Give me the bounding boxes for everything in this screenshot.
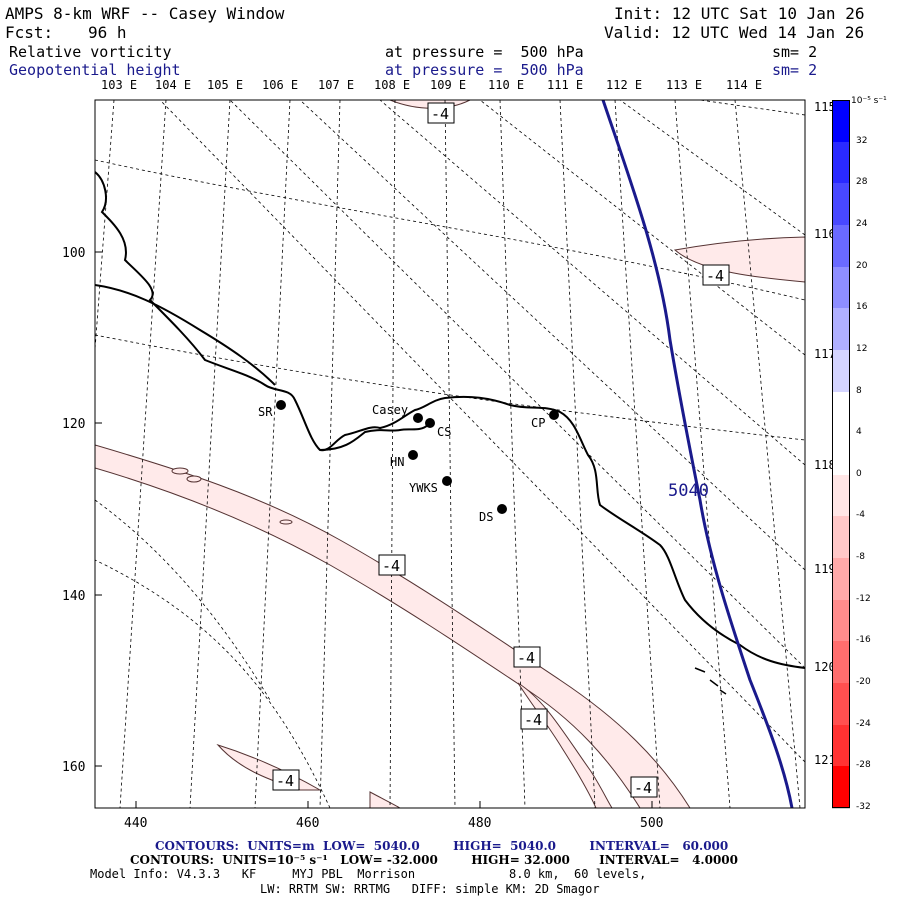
contour-info-vorticity: CONTOURS: UNITS=10⁻⁵ s⁻¹ LOW= -32.000 HI… (130, 853, 738, 867)
colorbar-label: -8 (856, 552, 865, 563)
x-tick-label: 440 (124, 816, 147, 831)
station-label-casey: Casey (372, 403, 408, 417)
lon-label-top: 106 E (262, 78, 298, 92)
station-marker-hn (408, 450, 418, 460)
x-tick-label: 500 (640, 816, 663, 831)
lon-label-top: 114 E (726, 78, 762, 92)
forecast-hours: 96 h (88, 23, 127, 42)
colorbar-label: -12 (856, 593, 871, 604)
station-marker-casey (413, 413, 423, 423)
x-tick-label: 480 (468, 816, 491, 831)
lon-label-top: 108 E (374, 78, 410, 92)
colorbar-label: 0 (856, 468, 862, 479)
station-label-sr: SR (258, 405, 273, 419)
station-label-ywks: YWKS (409, 481, 438, 495)
y-tick-label: 120 (62, 417, 85, 432)
lon-label-top: 109 E (430, 78, 466, 92)
x-tick-label: 460 (296, 816, 319, 831)
lon-label-top: 110 E (488, 78, 524, 92)
vorticity-s-patch (369, 791, 401, 808)
lon-label-top: 104 E (155, 78, 191, 92)
height-contour-5040 (601, 100, 794, 808)
colorbar-label: -16 (856, 635, 871, 646)
colorbar-label: 32 (856, 135, 868, 146)
station-marker-cs (425, 418, 435, 428)
init-time: Init: 12 UTC Sat 10 Jan 26 (614, 4, 865, 23)
colorbar-label: -32 (856, 802, 871, 812)
vorticity-band-main (95, 444, 691, 808)
station-label-cs: CS (437, 425, 451, 439)
y-tick-label: 140 (62, 589, 85, 604)
colorbar-label: 12 (856, 343, 868, 354)
contour-label: -4 (431, 105, 449, 123)
vorticity-sw-patch (216, 743, 322, 791)
colorbar-label: -20 (856, 677, 871, 688)
station-label-ds: DS (479, 510, 493, 524)
contour-label: -4 (382, 557, 400, 575)
contour-label: -4 (706, 267, 724, 285)
height-contour-label: 5040 (668, 481, 709, 501)
contour-label: -4 (517, 649, 535, 667)
station-marker-ds (497, 504, 507, 514)
colorbar-units: 10⁻⁵ s⁻¹ (851, 96, 887, 106)
station-marker-cp (549, 410, 559, 420)
colorbar-label: 4 (856, 427, 862, 438)
forecast-label: Fcst: (5, 23, 54, 42)
station-marker-ywks (442, 476, 452, 486)
field1-name: Relative vorticity (9, 43, 172, 61)
model-info: Model Info: V4.3.3 KF MYJ PBL Morrison 8… (90, 867, 647, 881)
contour-info-height: CONTOURS: UNITS=m LOW= 5040.0 HIGH= 5040… (155, 839, 729, 853)
station-marker-sr (276, 400, 286, 410)
y-tick-label: 100 (62, 246, 85, 261)
field1-level: at pressure = 500 hPa (385, 43, 584, 61)
contour-label: -4 (524, 711, 542, 729)
lon-label-top: 107 E (318, 78, 354, 92)
y-tick-label: 160 (62, 760, 85, 775)
colorbar-label: -4 (856, 510, 865, 521)
contour-label: -4 (276, 772, 294, 790)
colorbar-frame (832, 100, 850, 808)
colorbar-label: -24 (856, 718, 871, 729)
model-title: AMPS 8-km WRF -- Casey Window (5, 4, 285, 23)
lon-label-top: 105 E (207, 78, 243, 92)
colorbar-label: -28 (856, 760, 871, 771)
colorbar-label: 24 (856, 218, 868, 229)
colorbar-label: 20 (856, 260, 868, 271)
contour-label: -4 (634, 779, 652, 797)
colorbar-label: 16 (856, 302, 868, 313)
valid-time: Valid: 12 UTC Wed 14 Jan 26 (604, 23, 865, 42)
station-label-cp: CP (531, 416, 545, 430)
lon-label-top: 112 E (606, 78, 642, 92)
vorticity-east-patch (673, 236, 805, 283)
physics-info: LW: RRTM SW: RRTMG DIFF: simple KM: 2D S… (260, 882, 600, 896)
field2-name: Geopotential height (9, 61, 181, 79)
station-label-hn: HN (390, 455, 404, 469)
lon-label-top: 111 E (547, 78, 583, 92)
field2-level: at pressure = 500 hPa (385, 61, 584, 79)
colorbar-label: 28 (856, 177, 868, 188)
colorbar-swatch (832, 766, 850, 809)
colorbar-label: 8 (856, 385, 862, 396)
lon-label-top: 103 E (101, 78, 137, 92)
lon-label-top: 113 E (666, 78, 702, 92)
field1-smoothing: sm= 2 (772, 43, 818, 61)
coastline (95, 171, 805, 669)
field2-smoothing: sm= 2 (772, 61, 818, 79)
